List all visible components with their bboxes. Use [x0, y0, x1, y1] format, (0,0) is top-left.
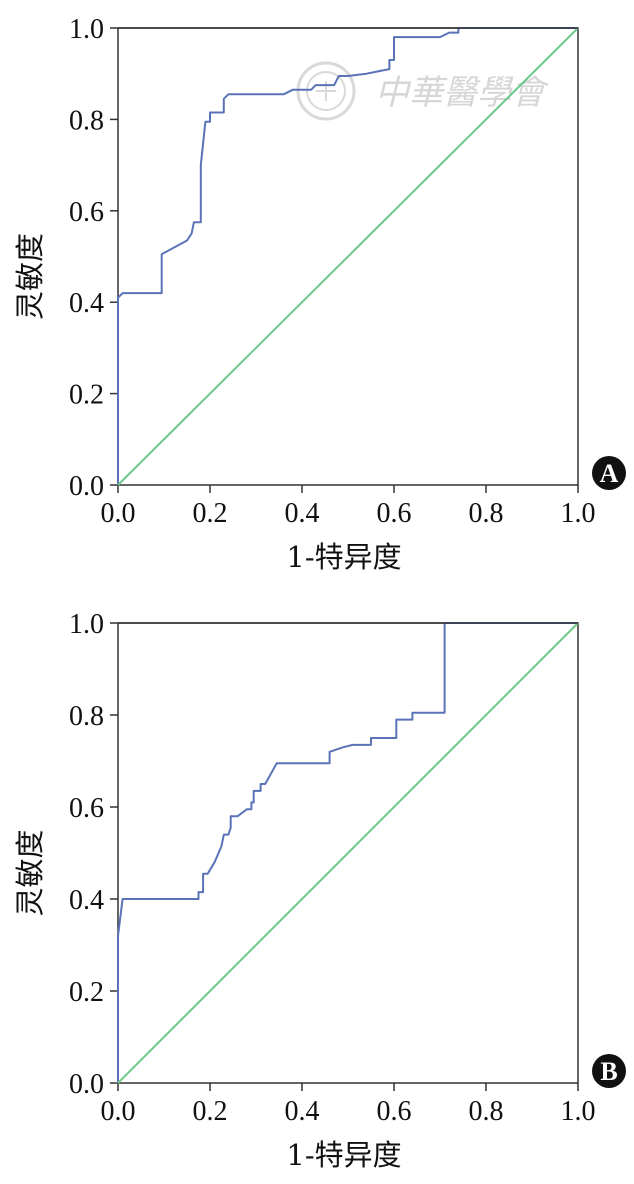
- roc-curve-line: [117, 622, 578, 1083]
- x-tick-label: 0.0: [101, 498, 136, 529]
- x-tick-label: 0.0: [101, 1096, 136, 1127]
- x-axis-label: 1-特异度: [286, 1138, 401, 1172]
- x-tick-label: 1.0: [561, 1096, 596, 1127]
- reference-diagonal-line: [117, 622, 579, 1084]
- seal-icon: [296, 61, 356, 121]
- y-tick-label: 0.4: [69, 288, 104, 319]
- y-axis-label: 灵敏度: [13, 233, 47, 320]
- roc-curve-line: [117, 27, 578, 485]
- watermark: 中華醫學會: [296, 61, 550, 121]
- x-tick-label: 0.2: [193, 498, 228, 529]
- y-tick-label: 0.2: [69, 380, 104, 411]
- x-tick-label: 0.8: [469, 498, 504, 529]
- panel-badge: [592, 1054, 626, 1088]
- reference-diagonal-line: [117, 27, 579, 486]
- x-tick-label: 0.2: [193, 1096, 228, 1127]
- x-tick-label: 1.0: [561, 498, 596, 529]
- y-tick-label: 0.0: [69, 471, 104, 502]
- x-tick-label: 0.4: [285, 498, 320, 529]
- y-tick-label: 0.8: [69, 105, 104, 136]
- x-tick-label: 0.8: [469, 1096, 504, 1127]
- watermark-text: 中華醫學會: [375, 73, 550, 113]
- panel-label-b: B: [600, 1057, 617, 1086]
- x-tick-label: 0.6: [377, 498, 412, 529]
- y-tick-label: 0.6: [69, 197, 104, 228]
- panel-badge: [592, 456, 626, 490]
- y-tick-label: 1.0: [69, 14, 104, 45]
- y-tick-label: 0.6: [69, 793, 104, 824]
- y-tick-label: 0.0: [69, 1069, 104, 1100]
- panel-b: 0.0 0.2 0.4 0.6 0.8 1.0 0.0 0.2 0.4 0.6 0.8 1.0 1-特异…: [13, 609, 626, 1172]
- y-tick-label: 0.4: [69, 885, 104, 916]
- y-tick-label: 0.2: [69, 977, 104, 1008]
- y-tick-label: 0.8: [69, 701, 104, 732]
- y-axis-label: 灵敏度: [13, 829, 47, 916]
- y-tick-label: 1.0: [69, 609, 104, 640]
- x-tick-label: 0.6: [377, 1096, 412, 1127]
- x-tick-label: 0.4: [285, 1096, 320, 1127]
- panel-label-a: A: [600, 459, 619, 488]
- panel-a: 0.0 0.2 0.4 0.6 0.8 1.0 0.0 0.2 0.4 0.6 0.8 1.0 1-特异…: [13, 14, 626, 574]
- x-axis-label: 1-特异度: [286, 540, 401, 574]
